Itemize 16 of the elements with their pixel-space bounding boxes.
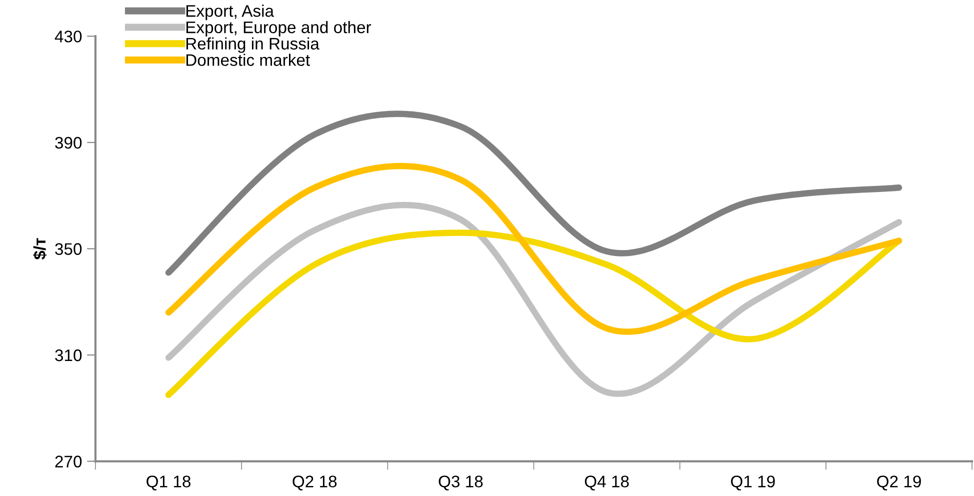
legend-label: Domestic market [186, 54, 310, 66]
y-tick-label: 310 [55, 349, 82, 362]
y-axis-title: $/т [33, 238, 47, 260]
legend-label: Export, Europe and other [186, 20, 372, 37]
x-tick-label: Q2 18 [292, 476, 337, 490]
legend-label: Refining in Russia [186, 37, 320, 53]
x-tick-label: Q2 19 [877, 476, 921, 490]
y-tick-label: 390 [55, 136, 82, 149]
y-tick-label: 430 [54, 30, 82, 42]
x-tick-label: Q1 18 [146, 476, 190, 490]
x-tick-label: Q1 19 [730, 476, 775, 490]
y-tick-label: 270 [55, 456, 82, 468]
y-tick-label: 350 [55, 243, 82, 255]
x-tick-label: Q4 18 [584, 476, 629, 490]
legend-label: Export, Asia [186, 4, 274, 20]
x-tick-label: Q3 18 [438, 476, 483, 490]
